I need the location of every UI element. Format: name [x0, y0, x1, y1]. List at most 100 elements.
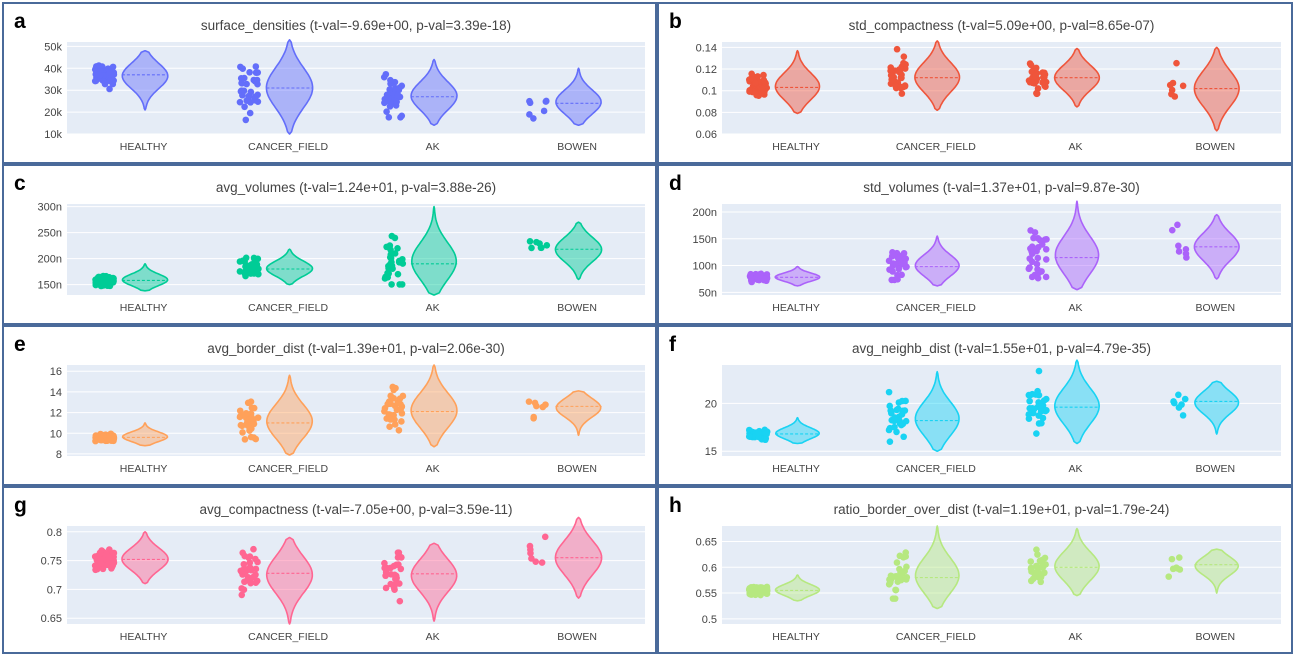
data-point — [756, 272, 764, 280]
data-point — [396, 597, 404, 605]
data-point — [92, 432, 100, 440]
data-point — [528, 244, 535, 252]
data-point — [892, 586, 899, 594]
data-point — [246, 109, 254, 117]
data-point — [387, 580, 395, 588]
data-point — [238, 591, 246, 599]
data-point — [382, 70, 390, 78]
data-point — [527, 549, 534, 557]
y-tick-label: 0.14 — [696, 42, 717, 54]
data-point — [249, 267, 256, 275]
data-point — [1039, 563, 1047, 571]
y-tick-label: 0.12 — [696, 64, 717, 76]
plot-area — [67, 204, 645, 295]
y-tick-label: 0.65 — [696, 536, 717, 548]
data-point — [239, 429, 246, 436]
panel-label: a — [14, 10, 26, 33]
chart-title: std_compactness (t-val=5.09e+00, p-val=8… — [849, 18, 1155, 33]
x-tick-label: CANCER_FIELD — [896, 463, 976, 475]
x-tick-label: AK — [426, 463, 440, 475]
data-point — [760, 71, 767, 79]
data-point — [383, 108, 390, 115]
x-tick-label: HEALTHY — [772, 631, 820, 643]
data-point — [246, 553, 254, 560]
data-point — [241, 578, 248, 586]
plot-area — [67, 526, 645, 624]
data-point — [110, 549, 118, 557]
y-tick-label: 0.65 — [41, 613, 62, 625]
violin-chart-f: 15 20 f avg_neighb_dist (t-val=1.55e+01, p-… — [669, 333, 1281, 475]
data-point — [241, 103, 248, 111]
data-point — [763, 585, 771, 593]
data-point — [889, 250, 897, 258]
data-point — [105, 553, 113, 561]
data-point — [1031, 271, 1039, 279]
data-point — [383, 91, 391, 99]
violin-chart-g: 0.65 0.7 0.75 0.8 g avg_compactness (t-val=-7… — [14, 494, 645, 643]
x-tick-label: HEALTHY — [120, 302, 168, 314]
data-point — [887, 572, 895, 580]
data-point — [896, 552, 904, 560]
chart-title: surface_densities (t-val=-9.69e+00, p-va… — [201, 18, 511, 33]
data-point — [538, 559, 546, 566]
violin-chart-h: 0.5 0.55 0.6 0.65 h ratio_border_over_dist (t… — [669, 494, 1281, 643]
data-point — [238, 422, 246, 430]
data-point — [900, 249, 908, 257]
data-point — [250, 545, 257, 553]
y-tick-label: 0.06 — [696, 129, 717, 141]
data-point — [1175, 248, 1183, 255]
data-point — [109, 80, 117, 88]
x-tick-label: CANCER_FIELD — [248, 463, 328, 475]
x-tick-label: AK — [1069, 463, 1083, 475]
y-tick-label: 100n — [693, 261, 717, 273]
violin-shape — [914, 40, 961, 111]
y-tick-label: 150n — [38, 280, 62, 292]
y-tick-label: 15 — [705, 446, 717, 458]
y-tick-label: 30k — [44, 85, 62, 97]
data-point — [252, 579, 260, 587]
data-point — [386, 98, 394, 106]
data-point — [1034, 85, 1042, 92]
y-tick-label: 300n — [38, 202, 62, 214]
data-point — [1168, 226, 1176, 234]
data-point — [1034, 254, 1042, 262]
data-point — [885, 426, 893, 434]
chart-title: ratio_border_over_dist (t-val=1.19e+01, … — [834, 502, 1170, 517]
data-point — [1168, 555, 1176, 563]
data-point — [1042, 395, 1050, 403]
data-point — [1175, 391, 1182, 399]
data-point — [387, 254, 395, 262]
y-tick-label: 10 — [50, 428, 62, 440]
data-point — [1027, 558, 1035, 565]
data-point — [254, 270, 262, 278]
data-point — [397, 406, 404, 413]
panel-a: 10k 20k 30k 40k 50k a surface_densities (t-val… — [2, 2, 657, 164]
data-point — [1043, 235, 1050, 243]
data-point — [387, 416, 394, 423]
data-point — [886, 438, 894, 445]
data-point — [1179, 412, 1187, 419]
violin-shape — [775, 416, 820, 445]
violin-shape — [774, 265, 821, 287]
data-point — [1175, 242, 1182, 250]
data-point — [244, 573, 252, 581]
y-tick-label: 0.6 — [702, 562, 717, 574]
panel-e: 8 10 12 14 16 e avg_border_dist (t-val=1.39e+0… — [2, 325, 657, 486]
y-tick-label: 20 — [705, 398, 717, 410]
data-point — [252, 69, 260, 76]
data-point — [390, 562, 398, 570]
x-tick-label: CANCER_FIELD — [896, 631, 976, 643]
chart-title: avg_volumes (t-val=1.24e+01, p-val=3.88e… — [216, 180, 496, 195]
data-point — [254, 255, 262, 263]
data-point — [762, 430, 770, 437]
data-point — [530, 414, 537, 422]
panel-g: 0.65 0.7 0.75 0.8 g avg_compactness (t-val=-7… — [2, 486, 657, 654]
data-point — [1034, 387, 1041, 395]
data-point — [394, 244, 401, 252]
data-point — [747, 270, 754, 278]
data-point — [254, 91, 261, 99]
violin-shape — [121, 263, 169, 292]
data-point — [897, 74, 905, 81]
chart-title: avg_neighb_dist (t-val=1.55e+01, p-val=4… — [852, 341, 1151, 356]
y-tick-label: 40k — [44, 63, 62, 75]
